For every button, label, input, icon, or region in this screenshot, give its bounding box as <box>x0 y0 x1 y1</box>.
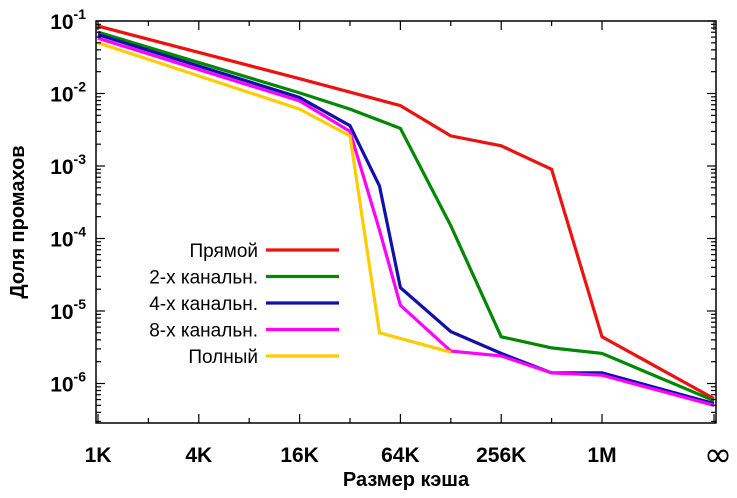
legend: Прямой 2-х канальн. 4-х канальн. 8-х каналь… <box>149 241 339 368</box>
x-tick-label: 256K <box>476 444 526 467</box>
axis-ticks <box>96 20 716 423</box>
legend-label: Прямой <box>189 241 258 262</box>
y-tick-labels: 10-1 10-2 10-3 10-4 10-5 10-6 <box>50 6 86 397</box>
series-line-4 <box>97 36 715 407</box>
plot-frame <box>95 20 717 424</box>
y-tick-label: 10-4 <box>50 224 86 252</box>
x-tick-label: 1K <box>85 444 112 467</box>
x-tick-label: 16K <box>280 444 319 467</box>
legend-label: 2-х канальн. <box>149 268 258 289</box>
y-axis-title: Доля промахов <box>7 145 29 298</box>
legend-label: 4-х канальн. <box>149 294 258 315</box>
y-tick-label: 10-3 <box>50 151 86 179</box>
series-line-5 <box>97 41 452 354</box>
legend-label: Полный <box>188 347 258 368</box>
x-tick-label: ∞ <box>704 435 732 475</box>
y-tick-label: 10-5 <box>50 296 86 324</box>
x-tick-label: 4K <box>185 444 212 467</box>
series-line-2 <box>97 30 715 403</box>
x-tick-labels: 1K 4K 16K 64K 256K 1M ∞ <box>85 435 733 475</box>
series-lines <box>97 24 715 407</box>
y-tick-label: 10-6 <box>50 369 86 397</box>
series-line-1 <box>97 24 715 401</box>
y-tick-label: 10-1 <box>50 6 86 34</box>
x-tick-label: 1M <box>587 444 616 467</box>
x-axis-title: Размер кэша <box>343 469 470 491</box>
x-tick-label: 64K <box>381 444 420 467</box>
legend-label: 8-х канальн. <box>149 321 258 342</box>
y-tick-label: 10-2 <box>50 79 86 107</box>
